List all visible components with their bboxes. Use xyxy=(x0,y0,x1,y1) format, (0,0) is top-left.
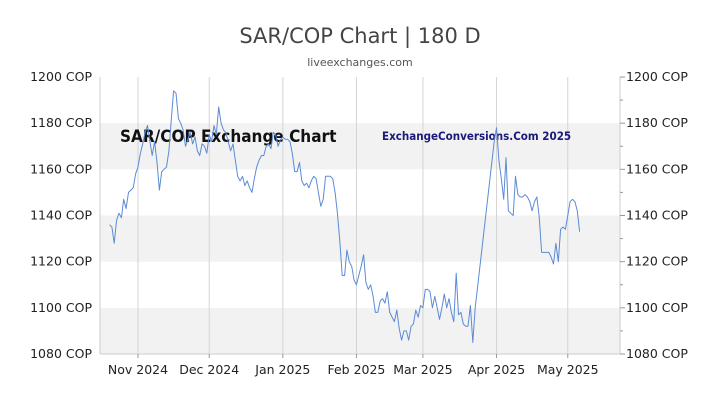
y-tick-label-left: 1140 COP xyxy=(30,208,92,223)
y-tick-label-right: 1100 COP xyxy=(626,300,688,315)
y-tick-label-right: 1120 COP xyxy=(626,254,688,269)
plot-background-bands xyxy=(100,123,620,354)
x-tick-label: Apr 2025 xyxy=(468,362,525,377)
y-tick-label-left: 1120 COP xyxy=(30,254,92,269)
x-tick-label: Nov 2024 xyxy=(108,362,168,377)
y-tick-label-right: 1180 COP xyxy=(626,115,688,130)
y-tick-label-right: 1080 COP xyxy=(626,346,688,361)
y-tick-label-right: 1200 COP xyxy=(626,69,688,84)
watermark-chart-name: SAR/COP Exchange Chart xyxy=(120,127,336,147)
y-tick-label-right: 1160 COP xyxy=(626,161,688,176)
background-band xyxy=(100,215,620,262)
y-tick-label-left: 1200 COP xyxy=(30,69,92,84)
y-tick-label-left: 1100 COP xyxy=(30,300,92,315)
x-tick-label: Dec 2024 xyxy=(179,362,239,377)
background-band xyxy=(100,307,620,354)
chart-subtitle: liveexchanges.com xyxy=(307,56,413,69)
x-tick-label: Mar 2025 xyxy=(393,362,452,377)
chart-title: SAR/COP Chart | 180 D xyxy=(239,24,481,48)
x-tick-label: May 2025 xyxy=(537,362,599,377)
right-y-axis: 1080 COP 1100 COP 1120 COP 1140 COP 1160 COP… xyxy=(620,69,688,361)
background-band xyxy=(100,123,620,170)
watermark-site-name: ExchangeConversions.Com 2025 xyxy=(382,129,571,143)
y-tick-label-left: 1160 COP xyxy=(30,161,92,176)
x-axis: Nov 2024 Dec 2024 Jan 2025 Feb 2025 Mar 2025… xyxy=(108,354,599,377)
x-tick-label: Jan 2025 xyxy=(254,362,310,377)
series-group xyxy=(109,90,581,343)
x-tick-label: Feb 2025 xyxy=(327,362,385,377)
left-y-axis: 1080 COP 1100 COP 1120 COP 1140 COP 1160 COP… xyxy=(30,69,92,361)
y-tick-label-left: 1080 COP xyxy=(30,346,92,361)
y-tick-label-left: 1180 COP xyxy=(30,115,92,130)
y-tick-label-right: 1140 COP xyxy=(626,208,688,223)
series-line xyxy=(109,90,581,343)
